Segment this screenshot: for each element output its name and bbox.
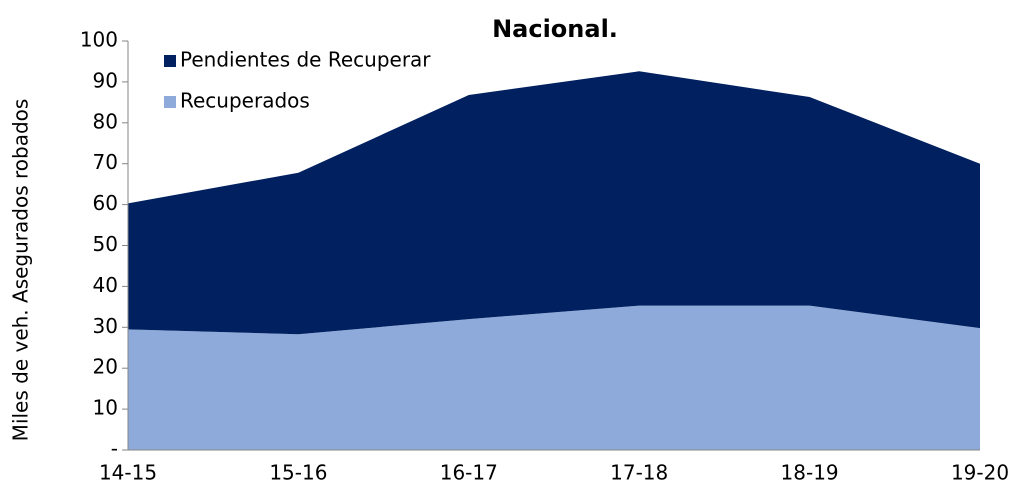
y-tick-label: 50 — [93, 232, 118, 256]
y-tick-label: 90 — [93, 68, 118, 92]
y-tick-label: 100 — [80, 28, 118, 52]
x-tick-label: 19-20 — [951, 461, 1009, 485]
legend-label: Pendientes de Recuperar — [180, 48, 431, 72]
legend-label: Recuperados — [180, 89, 310, 113]
y-tick-label: 10 — [93, 396, 118, 420]
x-tick-label: 16-17 — [440, 461, 498, 485]
y-tick-label: - — [111, 437, 118, 461]
x-tick-label: 17-18 — [610, 461, 668, 485]
area — [128, 71, 980, 335]
y-tick-label: 80 — [93, 109, 118, 133]
y-tick-label: 30 — [93, 314, 118, 338]
legend-swatch — [164, 96, 176, 108]
y-tick-label: 40 — [93, 273, 118, 297]
x-tick-label: 18-19 — [781, 461, 839, 485]
chart-title: Nacional. — [492, 15, 618, 43]
y-tick-label: 60 — [93, 191, 118, 215]
y-axis-label: Miles de veh. Asegurados robados — [9, 99, 33, 442]
area — [128, 305, 980, 450]
y-tick-label: 20 — [93, 355, 118, 379]
legend-swatch — [164, 55, 176, 67]
x-tick-label: 14-15 — [99, 461, 157, 485]
y-tick-label: 70 — [93, 150, 118, 174]
x-tick-label: 15-16 — [269, 461, 327, 485]
